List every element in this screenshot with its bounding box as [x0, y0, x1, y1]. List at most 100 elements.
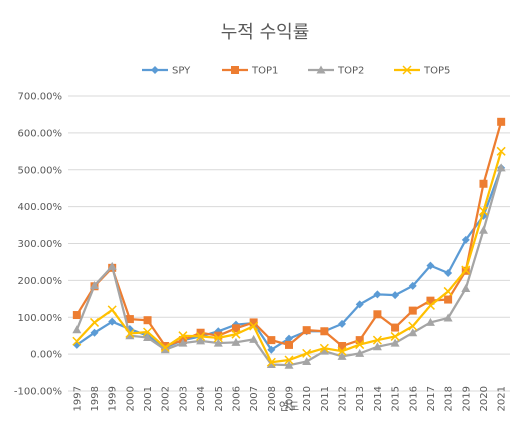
- y-tick-label: 200.00%: [18, 276, 63, 287]
- x-tick-label: 1997: [72, 386, 83, 411]
- series-top1: [72, 117, 506, 351]
- series-line: [76, 150, 503, 364]
- y-tick-label: 700.00%: [18, 92, 63, 103]
- y-tick-label: -100.00%: [14, 387, 62, 398]
- data-point: [125, 315, 134, 324]
- data-point: [72, 336, 82, 346]
- data-point: [444, 295, 453, 304]
- x-tick-label: 2002: [161, 386, 172, 411]
- data-point: [160, 345, 170, 354]
- data-point: [267, 336, 276, 345]
- data-point: [196, 331, 206, 341]
- data-point: [89, 317, 100, 327]
- data-point: [249, 334, 259, 343]
- data-point: [390, 331, 400, 341]
- y-axis: -100.00% 0.00% 100.00% 200.00% 300.00% 400.00…: [14, 92, 62, 398]
- data-point: [213, 338, 223, 347]
- data-point: [461, 283, 471, 292]
- data-point: [408, 328, 418, 337]
- series-top5: [72, 146, 506, 367]
- data-point: [391, 323, 400, 332]
- data-point: [320, 327, 329, 336]
- data-point: [231, 337, 241, 346]
- data-point: [355, 336, 364, 345]
- data-point: [214, 331, 223, 340]
- data-point: [302, 357, 312, 365]
- x-axis: 1997 1998 1999 2000 2001 2002 2003 2004 2005 2006…: [72, 386, 507, 411]
- data-point: [267, 345, 276, 354]
- legend-label: TOP5: [423, 66, 450, 77]
- data-point: [443, 286, 453, 296]
- data-point: [372, 335, 382, 345]
- data-point: [143, 327, 153, 337]
- data-point: [160, 342, 170, 353]
- series-area: [72, 117, 506, 369]
- data-point: [151, 66, 159, 74]
- data-point: [426, 296, 435, 305]
- x-tick-label: 2008: [267, 386, 278, 411]
- data-point: [408, 281, 417, 290]
- legend: SPY TOP1 TOP2 TOP5: [142, 65, 450, 77]
- data-point: [231, 329, 241, 339]
- data-point: [461, 265, 471, 275]
- data-point: [213, 333, 223, 343]
- data-point: [338, 342, 347, 351]
- data-point: [478, 225, 488, 234]
- data-point: [408, 321, 418, 331]
- data-point: [284, 360, 294, 369]
- data-point: [125, 331, 135, 340]
- legend-label: TOP2: [337, 66, 364, 77]
- data-point: [72, 311, 81, 320]
- series-top2: [72, 163, 506, 369]
- x-tick-label: 1999: [108, 386, 119, 411]
- x-tick-label: 2016: [408, 386, 419, 411]
- data-point: [266, 359, 276, 368]
- x-tick-label: 2007: [249, 386, 260, 411]
- data-point: [319, 343, 329, 353]
- data-point: [478, 206, 489, 216]
- x-tick-label: 1998: [90, 386, 101, 411]
- data-point: [443, 313, 453, 322]
- x-tick-label: 2015: [391, 386, 402, 411]
- data-point: [319, 346, 329, 355]
- data-point: [372, 342, 382, 351]
- legend-item-top1: TOP1: [222, 66, 278, 77]
- y-tick-label: 300.00%: [18, 239, 63, 250]
- x-tick-label: 2018: [444, 386, 455, 411]
- data-point: [107, 261, 117, 270]
- data-point: [316, 65, 326, 74]
- data-point: [408, 306, 417, 315]
- data-point: [373, 290, 382, 299]
- data-point: [337, 351, 347, 360]
- x-tick-label: 2021: [497, 386, 508, 411]
- data-point: [249, 321, 259, 331]
- data-point: [355, 340, 365, 350]
- data-point: [249, 318, 258, 327]
- x-tick-label: 2001: [143, 386, 154, 411]
- x-tick-label: 2019: [461, 386, 472, 411]
- data-point: [302, 326, 311, 335]
- series-spy: [72, 163, 506, 354]
- data-point: [143, 316, 152, 325]
- y-tick-label: 400.00%: [18, 202, 63, 213]
- data-point: [90, 328, 99, 337]
- y-tick-label: 100.00%: [18, 313, 63, 324]
- data-point: [355, 300, 364, 309]
- y-tick-label: 500.00%: [18, 165, 63, 176]
- data-point: [391, 291, 400, 300]
- data-point: [143, 333, 153, 342]
- data-point: [196, 336, 206, 345]
- y-tick-label: 0.00%: [30, 350, 62, 361]
- legend-label: TOP1: [251, 66, 278, 77]
- x-tick-label: 2004: [196, 386, 207, 411]
- data-point: [444, 269, 453, 277]
- data-point: [125, 328, 135, 339]
- data-point: [178, 331, 188, 341]
- data-point: [426, 261, 435, 270]
- data-point: [302, 348, 312, 358]
- x-tick-label: 2014: [373, 386, 384, 411]
- data-point: [355, 348, 365, 357]
- data-point: [390, 338, 400, 347]
